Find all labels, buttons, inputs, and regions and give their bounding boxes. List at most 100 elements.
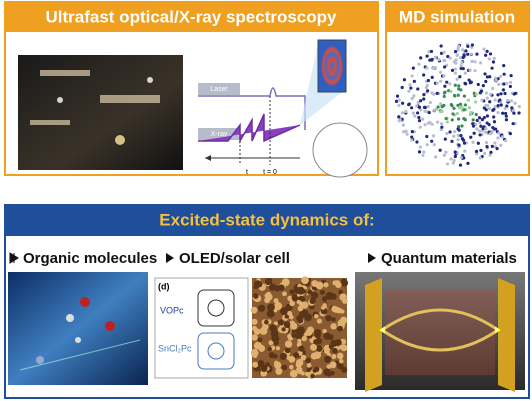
dot (505, 104, 509, 108)
dot (440, 109, 444, 113)
dot (252, 361, 259, 368)
dot (446, 89, 451, 93)
dot (418, 125, 422, 129)
dot (483, 151, 487, 156)
dot (456, 133, 460, 138)
dot (491, 60, 496, 64)
dot (295, 361, 302, 368)
dot (438, 70, 443, 74)
dot (410, 130, 414, 134)
dot (289, 289, 295, 295)
dot (461, 55, 465, 60)
dot (444, 150, 448, 154)
dot (432, 108, 436, 112)
dot (332, 347, 338, 354)
dot (474, 92, 478, 96)
dot (485, 114, 490, 118)
dot (442, 50, 446, 54)
dot (315, 344, 323, 352)
dot (422, 93, 426, 97)
dot (297, 326, 305, 335)
dot (314, 329, 322, 337)
dot (488, 132, 493, 136)
dot (503, 106, 507, 111)
dot (421, 153, 425, 157)
dot (497, 82, 501, 86)
dot (424, 86, 428, 90)
dot (497, 131, 501, 135)
dot (440, 125, 444, 129)
dot (434, 155, 438, 159)
dot (445, 162, 450, 166)
dot (446, 54, 450, 59)
dot (340, 344, 348, 352)
dot (456, 127, 460, 131)
dot (273, 321, 278, 326)
dot (274, 302, 283, 310)
dot (469, 110, 473, 115)
dot (463, 71, 467, 75)
dot (493, 141, 497, 145)
md-cluster (394, 43, 521, 167)
dot (305, 371, 310, 377)
dot (466, 52, 470, 56)
dot (479, 89, 484, 93)
dot (475, 52, 479, 56)
dot (333, 306, 340, 313)
dot (422, 105, 427, 109)
dot (470, 43, 474, 47)
dot (476, 141, 480, 145)
dot (458, 56, 463, 60)
dot (473, 60, 477, 64)
dot (306, 368, 311, 373)
dot (417, 105, 422, 109)
dot (288, 314, 294, 320)
dot (425, 54, 429, 58)
dot (439, 51, 444, 55)
dot (331, 317, 336, 322)
dot (394, 99, 399, 103)
dot (290, 322, 298, 330)
dot (286, 355, 291, 360)
xray-label: X-ray (211, 131, 228, 138)
dot (335, 281, 342, 289)
dot (456, 103, 460, 107)
dot (323, 368, 331, 376)
dot (330, 293, 337, 300)
dot (337, 364, 343, 370)
dot (508, 132, 512, 136)
dot (310, 373, 315, 379)
dot (471, 118, 475, 122)
dot (467, 106, 471, 110)
dot (277, 319, 285, 326)
dot (517, 104, 521, 109)
dot (289, 300, 295, 307)
dot (331, 353, 337, 360)
dot (475, 127, 479, 131)
dot (502, 72, 506, 76)
dot (484, 127, 488, 131)
panel-header (386, 2, 529, 32)
dot (480, 118, 484, 122)
dot (307, 289, 313, 295)
dot (479, 148, 483, 153)
dot (462, 141, 467, 145)
dot (512, 111, 516, 115)
dot (452, 93, 457, 98)
dot (442, 59, 446, 63)
dot (323, 332, 331, 340)
dot (452, 134, 456, 138)
dot (442, 94, 446, 99)
quantum-details (365, 278, 515, 392)
dot (481, 84, 485, 88)
dot (500, 135, 505, 139)
dot (283, 321, 291, 329)
panel-header (5, 2, 378, 32)
dot (426, 104, 430, 109)
dot (478, 133, 482, 137)
t-label: t (246, 169, 248, 176)
dot (301, 335, 307, 342)
laser-path (198, 87, 306, 130)
dot (268, 303, 275, 311)
dot (402, 130, 406, 134)
